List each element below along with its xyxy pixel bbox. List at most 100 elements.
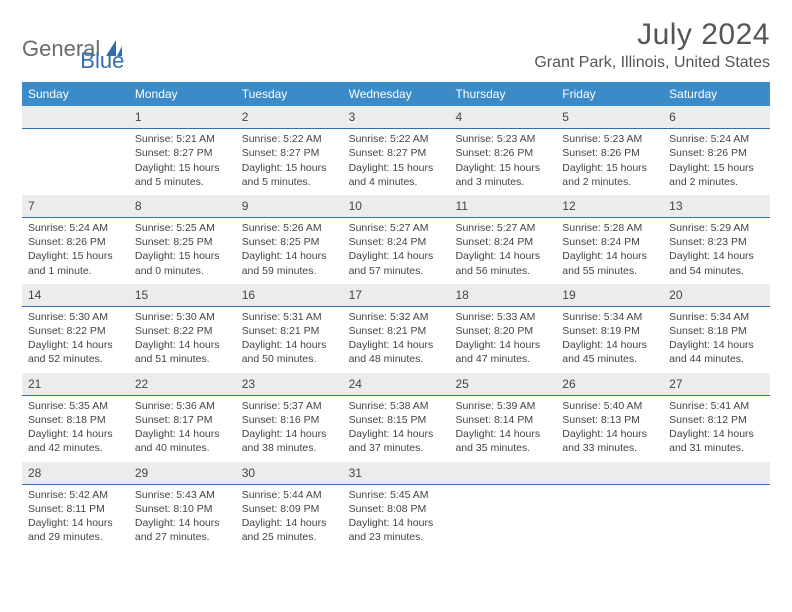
day-number: 19 <box>556 284 663 307</box>
day-number: 8 <box>129 195 236 218</box>
day-cell: 21Sunrise: 5:35 AMSunset: 8:18 PMDayligh… <box>22 373 129 462</box>
daylight-text: Daylight: 14 hours and 56 minutes. <box>455 249 550 277</box>
sunset-text: Sunset: 8:15 PM <box>349 413 444 427</box>
day-cell: 19Sunrise: 5:34 AMSunset: 8:19 PMDayligh… <box>556 284 663 373</box>
day-number: 7 <box>22 195 129 218</box>
daylight-text: Daylight: 14 hours and 48 minutes. <box>349 338 444 366</box>
day-header: Saturday <box>663 82 770 106</box>
sunset-text: Sunset: 8:13 PM <box>562 413 657 427</box>
day-cell: 1Sunrise: 5:21 AMSunset: 8:27 PMDaylight… <box>129 106 236 195</box>
daylight-text: Daylight: 14 hours and 33 minutes. <box>562 427 657 455</box>
day-cell: 5Sunrise: 5:23 AMSunset: 8:26 PMDaylight… <box>556 106 663 195</box>
day-body: Sunrise: 5:30 AMSunset: 8:22 PMDaylight:… <box>22 307 129 373</box>
day-cell: 4Sunrise: 5:23 AMSunset: 8:26 PMDaylight… <box>449 106 556 195</box>
daylight-text: Daylight: 14 hours and 59 minutes. <box>242 249 337 277</box>
day-number: 20 <box>663 284 770 307</box>
day-number: 18 <box>449 284 556 307</box>
sunrise-text: Sunrise: 5:41 AM <box>669 399 764 413</box>
day-cell: 17Sunrise: 5:32 AMSunset: 8:21 PMDayligh… <box>343 284 450 373</box>
sunset-text: Sunset: 8:18 PM <box>28 413 123 427</box>
day-cell: 3Sunrise: 5:22 AMSunset: 8:27 PMDaylight… <box>343 106 450 195</box>
sunset-text: Sunset: 8:20 PM <box>455 324 550 338</box>
daylight-text: Daylight: 15 hours and 4 minutes. <box>349 161 444 189</box>
title-block: July 2024 Grant Park, Illinois, United S… <box>534 18 770 72</box>
day-cell: 7Sunrise: 5:24 AMSunset: 8:26 PMDaylight… <box>22 195 129 284</box>
day-cell: 24Sunrise: 5:38 AMSunset: 8:15 PMDayligh… <box>343 373 450 462</box>
day-cell: 30 Sunrise: 5:44 AMSunset: 8:09 PMDayligh… <box>236 462 343 551</box>
day-body: Sunrise: 5:40 AMSunset: 8:13 PMDaylight:… <box>556 396 663 462</box>
sunset-text: Sunset: 8:22 PM <box>135 324 230 338</box>
day-headers-row: SundayMondayTuesdayWednesdayThursdayFrid… <box>22 82 770 106</box>
day-number: 31 <box>343 462 450 485</box>
day-number: 30 <box>236 462 343 485</box>
daylight-text: Daylight: 14 hours and 51 minutes. <box>135 338 230 366</box>
sunrise-text: Sunrise: 5:24 AM <box>28 221 123 235</box>
day-body: Sunrise: 5:41 AMSunset: 8:12 PMDaylight:… <box>663 396 770 462</box>
day-body: Sunrise: 5:29 AMSunset: 8:23 PMDaylight:… <box>663 218 770 284</box>
day-cell: 26Sunrise: 5:40 AMSunset: 8:13 PMDayligh… <box>556 373 663 462</box>
sunrise-text: Sunrise: 5:25 AM <box>135 221 230 235</box>
sunset-text: Sunset: 8:16 PM <box>242 413 337 427</box>
day-number: 10 <box>343 195 450 218</box>
sunrise-text: Sunrise: 5:38 AM <box>349 399 444 413</box>
sunrise-text: Sunrise: 5:27 AM <box>455 221 550 235</box>
day-number: 14 <box>22 284 129 307</box>
day-header: Monday <box>129 82 236 106</box>
day-cell: 29Sunrise: 5:43 AMSunset: 8:10 PMDayligh… <box>129 462 236 551</box>
daylight-text: Daylight: 14 hours and 57 minutes. <box>349 249 444 277</box>
daylight-text: Daylight: 14 hours and 38 minutes. <box>242 427 337 455</box>
sunrise-text: Sunrise: 5:26 AM <box>242 221 337 235</box>
daylight-text: Daylight: 14 hours and 44 minutes. <box>669 338 764 366</box>
day-cell: 28Sunrise: 5:42 AMSunset: 8:11 PMDayligh… <box>22 462 129 551</box>
sunset-text: Sunset: 8:12 PM <box>669 413 764 427</box>
day-number: 28 <box>22 462 129 485</box>
day-body: Sunrise: 5:45 AMSunset: 8:08 PMDaylight:… <box>343 485 450 551</box>
day-cell: 20Sunrise: 5:34 AMSunset: 8:18 PMDayligh… <box>663 284 770 373</box>
daylight-text: Daylight: 15 hours and 3 minutes. <box>455 161 550 189</box>
sunset-text: Sunset: 8:26 PM <box>562 146 657 160</box>
sunrise-text: Sunrise: 5:22 AM <box>242 132 337 146</box>
daylight-text: Daylight: 14 hours and 23 minutes. <box>349 516 444 544</box>
sunrise-text: Sunrise: 5:43 AM <box>135 488 230 502</box>
daylight-text: Daylight: 14 hours and 42 minutes. <box>28 427 123 455</box>
week-row: 21Sunrise: 5:35 AMSunset: 8:18 PMDayligh… <box>22 373 770 462</box>
week-row: 28Sunrise: 5:42 AMSunset: 8:11 PMDayligh… <box>22 462 770 551</box>
day-body: Sunrise: 5:37 AMSunset: 8:16 PMDaylight:… <box>236 396 343 462</box>
day-body: Sunrise: 5:35 AMSunset: 8:18 PMDaylight:… <box>22 396 129 462</box>
day-number: 4 <box>449 106 556 129</box>
sunrise-text: Sunrise: 5:44 AM <box>242 488 337 502</box>
day-number: 25 <box>449 373 556 396</box>
sunrise-text: Sunrise: 5:30 AM <box>28 310 123 324</box>
day-number: 29 <box>129 462 236 485</box>
day-header: Thursday <box>449 82 556 106</box>
day-number: 13 <box>663 195 770 218</box>
sunrise-text: Sunrise: 5:45 AM <box>349 488 444 502</box>
day-body: Sunrise: 5:32 AMSunset: 8:21 PMDaylight:… <box>343 307 450 373</box>
day-header: Friday <box>556 82 663 106</box>
day-cell: 10Sunrise: 5:27 AMSunset: 8:24 PMDayligh… <box>343 195 450 284</box>
sunrise-text: Sunrise: 5:34 AM <box>562 310 657 324</box>
daylight-text: Daylight: 15 hours and 5 minutes. <box>135 161 230 189</box>
sunrise-text: Sunrise: 5:33 AM <box>455 310 550 324</box>
calendar: SundayMondayTuesdayWednesdayThursdayFrid… <box>22 82 770 550</box>
day-cell: 11Sunrise: 5:27 AMSunset: 8:24 PMDayligh… <box>449 195 556 284</box>
day-body <box>449 485 556 494</box>
header: General Blue July 2024 Grant Park, Illin… <box>22 18 770 74</box>
sunset-text: Sunset: 8:09 PM <box>242 502 337 516</box>
day-body: Sunrise: 5:22 AMSunset: 8:27 PMDaylight:… <box>343 129 450 195</box>
sunset-text: Sunset: 8:21 PM <box>349 324 444 338</box>
location: Grant Park, Illinois, United States <box>534 54 770 72</box>
day-number <box>449 462 556 485</box>
sunset-text: Sunset: 8:24 PM <box>349 235 444 249</box>
sunset-text: Sunset: 8:23 PM <box>669 235 764 249</box>
day-cell: 2Sunrise: 5:22 AMSunset: 8:27 PMDaylight… <box>236 106 343 195</box>
sunrise-text: Sunrise: 5:23 AM <box>562 132 657 146</box>
day-number: 9 <box>236 195 343 218</box>
daylight-text: Daylight: 14 hours and 25 minutes. <box>242 516 337 544</box>
day-body: Sunrise: 5:38 AMSunset: 8:15 PMDaylight:… <box>343 396 450 462</box>
day-number: 12 <box>556 195 663 218</box>
day-body: Sunrise: 5:24 AMSunset: 8:26 PMDaylight:… <box>663 129 770 195</box>
daylight-text: Daylight: 14 hours and 54 minutes. <box>669 249 764 277</box>
sunset-text: Sunset: 8:17 PM <box>135 413 230 427</box>
day-header: Sunday <box>22 82 129 106</box>
